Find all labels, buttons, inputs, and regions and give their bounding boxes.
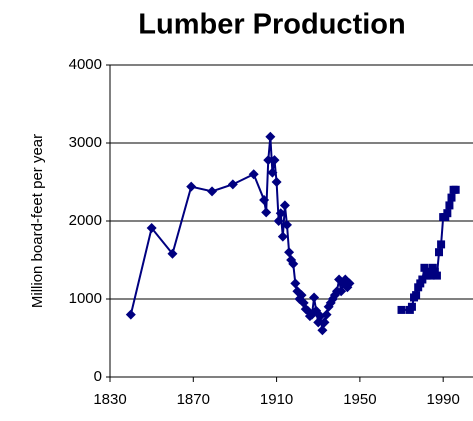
square-marker [418,275,427,284]
diamond-marker [275,208,286,219]
x-tick-label: 1990 [426,391,459,408]
diamond-marker [273,216,284,226]
diamond-marker [319,317,330,328]
square-marker [412,291,421,300]
square-marker [435,248,444,257]
diamond-marker [167,248,178,259]
diamond-marker [267,167,278,178]
diamond-marker [288,258,299,269]
x-tick-label: 1870 [177,391,210,408]
square-marker [445,201,454,210]
diamond-marker [261,207,272,218]
square-marker [407,302,416,311]
diamond-marker [284,247,295,258]
diamond-marker [321,309,332,320]
x-tick-label: 1950 [343,391,376,408]
diamond-marker [265,131,276,142]
y-tick-label: 1000 [69,290,102,307]
y-tick-label: 4000 [69,56,102,73]
diamond-marker [336,286,347,297]
diamond-marker [317,325,328,336]
square-marker [426,271,435,280]
diamond-marker [296,290,307,301]
square-marker [420,263,429,272]
square-marker [397,305,406,314]
square-marker [451,185,460,194]
diamond-marker [271,177,282,187]
square-marker [432,271,441,280]
diamond-marker [263,155,274,166]
x-tick-label: 1830 [93,391,126,408]
diamond-marker [207,186,218,197]
diamond-marker [279,200,290,211]
square-marker [447,193,456,202]
y-axis-label: Million board-feet per year [29,134,46,308]
diamond-marker [344,278,355,289]
y-tick-label: 3000 [69,134,102,151]
chart-title: Lumber Production [138,9,405,41]
diamond-marker [282,219,292,230]
diamond-marker [227,179,238,190]
series-line [129,136,351,331]
y-tick-label: 2000 [69,212,102,229]
y-tick-label: 0 [94,368,102,385]
diamond-marker [125,309,136,320]
diamond-marker [290,278,301,289]
diamond-marker [309,292,320,303]
diamond-marker [186,181,197,192]
diamond-marker [248,169,259,180]
square-marker [437,240,446,249]
x-tick-label: 1910 [260,391,293,408]
diamond-marker [146,223,157,234]
square-marker [443,209,452,218]
diamond-marker [259,194,270,205]
diamond-marker [269,155,280,166]
diamond-marker [277,231,288,242]
